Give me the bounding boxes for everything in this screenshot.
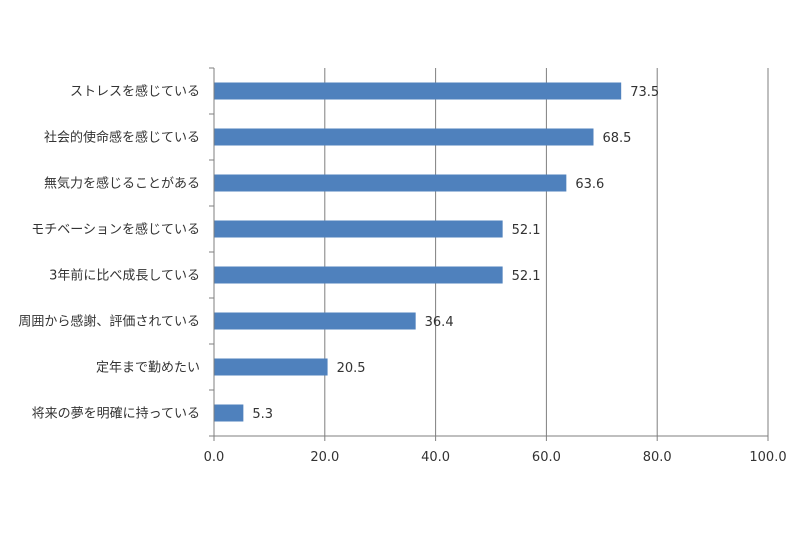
category-label: 無気力を感じることがある [44, 176, 200, 192]
value-label: 68.5 [602, 131, 631, 146]
category-label: 社会的使命感を感じている [44, 130, 200, 146]
labels: ストレスを感じている社会的使命感を感じている無気力を感じることがあるモチベーショ… [18, 84, 786, 466]
bar [214, 128, 594, 146]
bar [214, 174, 567, 192]
value-label: 36.4 [425, 315, 454, 330]
bar [214, 358, 328, 376]
x-tick-label: 60.0 [532, 450, 561, 465]
category-label: 周囲から感謝、評価されている [18, 314, 200, 330]
value-label: 73.5 [630, 85, 659, 100]
category-label: ストレスを感じている [70, 84, 200, 100]
bar [214, 266, 503, 284]
x-tick-label: 20.0 [310, 450, 339, 465]
x-tick-label: 40.0 [421, 450, 450, 465]
bar [214, 220, 503, 238]
axes [209, 67, 769, 441]
value-label: 52.1 [512, 269, 541, 284]
value-label: 20.5 [337, 361, 366, 376]
bar [214, 404, 244, 422]
x-tick-label: 100.0 [749, 450, 786, 465]
bar [214, 82, 622, 100]
value-label: 52.1 [512, 223, 541, 238]
x-tick-label: 0.0 [204, 450, 225, 465]
category-label: モチベーションを感じている [31, 222, 200, 238]
category-label: 将来の夢を明確に持っている [32, 406, 200, 422]
value-label: 5.3 [252, 407, 273, 422]
bars [214, 82, 622, 422]
bar [214, 312, 416, 330]
category-label: 3年前に比べ成長している [49, 268, 200, 284]
gridlines [324, 68, 769, 436]
category-label: 定年まで勤めたい [96, 361, 200, 376]
value-label: 63.6 [575, 177, 604, 192]
x-tick-label: 80.0 [643, 450, 672, 465]
